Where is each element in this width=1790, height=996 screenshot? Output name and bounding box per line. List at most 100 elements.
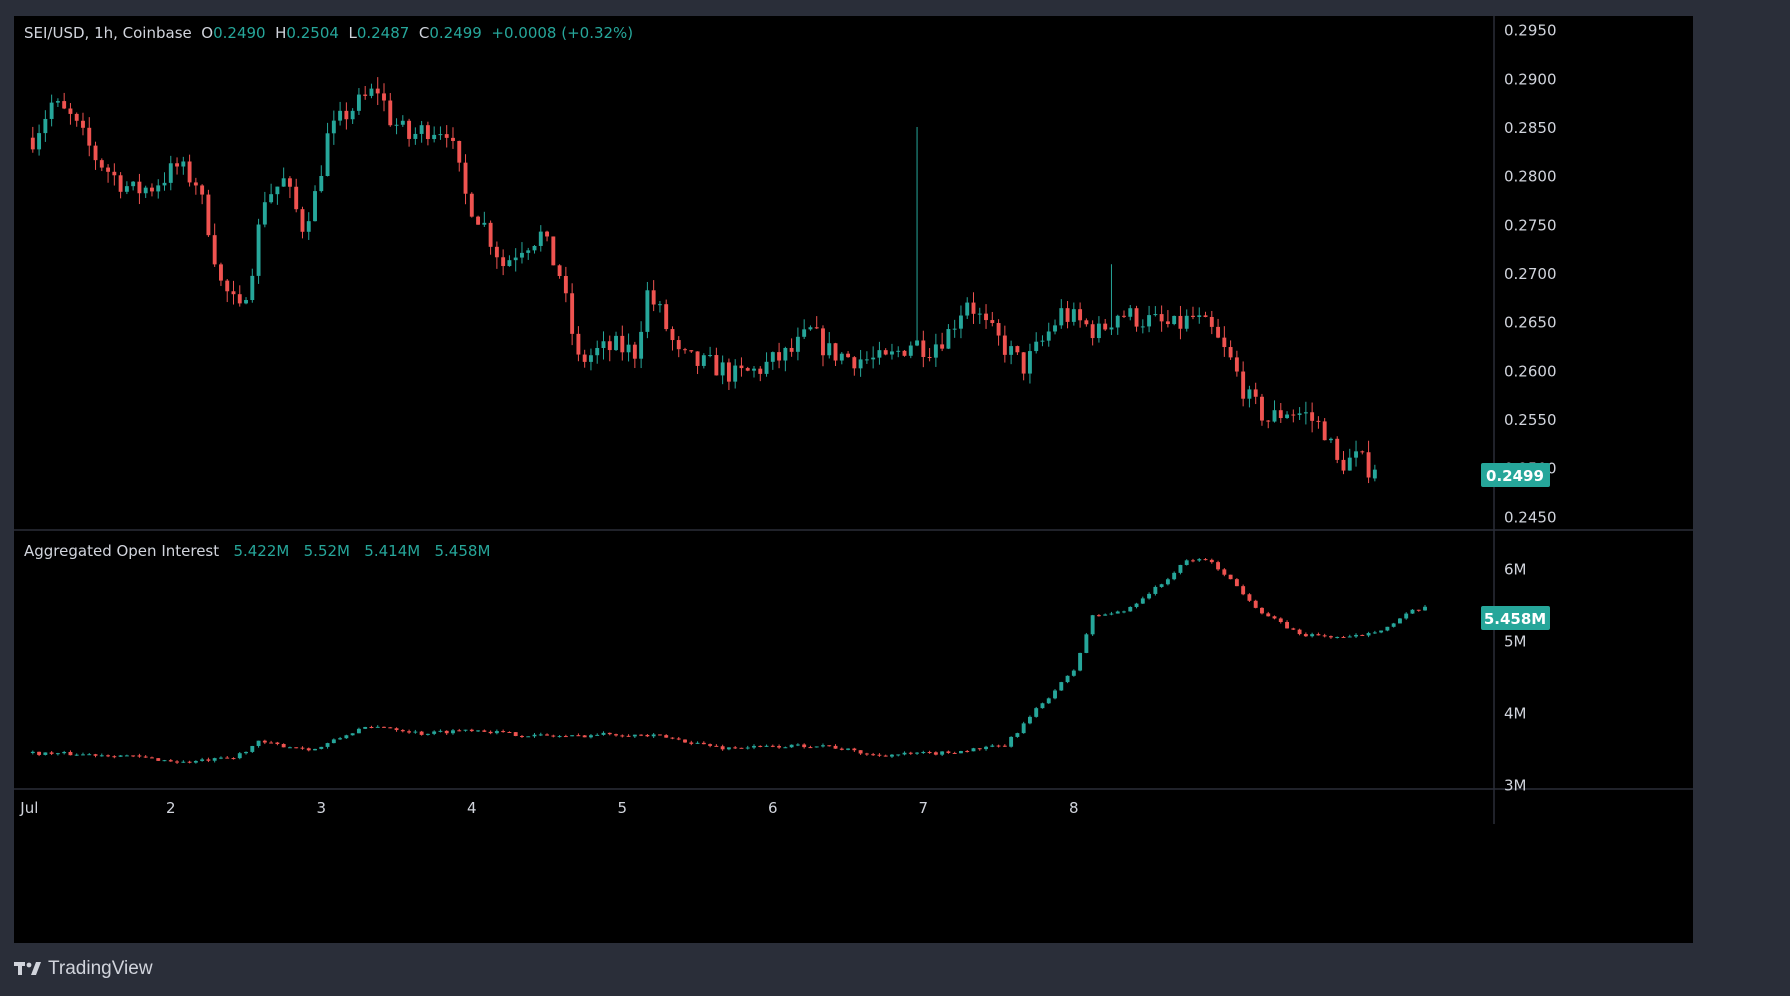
candle-body	[1310, 634, 1315, 637]
time-axis[interactable]: Jul 2 3 4 5 6 7 8	[19, 799, 1078, 817]
price-axis[interactable]: 0.2950 0.2900 0.2850 0.2800 0.2750 0.2700 0.26…	[1504, 22, 1557, 527]
candle-body	[570, 293, 575, 334]
candle-body	[1078, 309, 1083, 321]
candle-body	[1103, 323, 1108, 330]
candle-body	[338, 110, 343, 121]
candle-body	[582, 354, 587, 362]
candle-body	[1172, 572, 1177, 580]
candle-body	[269, 742, 274, 744]
oi-open-value: 5.422M	[233, 542, 290, 560]
open-value: 0.2490	[213, 24, 266, 42]
candle-body	[1272, 410, 1277, 422]
candle-body	[520, 252, 524, 258]
candle-body	[501, 257, 506, 267]
candle-body	[319, 746, 324, 749]
tradingview-branding[interactable]: TradingView	[14, 958, 153, 980]
y-tick-label: 0.2750	[1504, 216, 1557, 234]
candle-body	[187, 161, 192, 183]
candle-body	[1191, 560, 1195, 562]
candle-body	[1034, 341, 1039, 352]
y-tick-label: 0.2450	[1504, 508, 1557, 526]
y-tick-label: 5M	[1504, 633, 1527, 651]
candle-body	[651, 734, 656, 737]
candle-body	[237, 753, 242, 759]
candle-body	[777, 352, 782, 361]
candle-body	[156, 758, 161, 761]
candle-body	[821, 745, 825, 747]
candle-body	[1253, 600, 1258, 608]
candle-body	[1241, 371, 1246, 399]
candle-body	[595, 734, 600, 736]
candle-body	[1391, 623, 1396, 627]
candle-body	[444, 730, 449, 734]
candle-body	[1140, 326, 1145, 328]
candle-body	[494, 731, 499, 734]
candle-body	[1341, 636, 1346, 638]
candle-body	[1115, 611, 1120, 614]
candle-body	[1203, 559, 1208, 561]
oi-legend: Aggregated Open Interest 5.422M 5.52M 5.…	[24, 542, 490, 560]
candle-body	[764, 745, 769, 747]
candle-body	[1027, 716, 1032, 724]
candle-body	[1147, 593, 1152, 599]
candle-body	[237, 294, 242, 304]
candle-body	[639, 331, 644, 359]
candle-body	[225, 757, 230, 759]
candle-body	[231, 758, 236, 760]
candle-body	[563, 275, 568, 294]
candle-body	[657, 734, 662, 736]
oi-indicator-name[interactable]: Aggregated Open Interest	[24, 542, 220, 560]
candle-body	[425, 733, 430, 735]
candle-body	[356, 728, 361, 734]
candle-body	[1228, 574, 1233, 580]
candle-body	[369, 726, 374, 728]
candle-body	[1354, 634, 1358, 637]
candle-body	[689, 742, 694, 744]
candle-body	[1128, 308, 1133, 317]
candle-body	[676, 340, 681, 350]
candle-body	[902, 350, 907, 356]
candle-body	[852, 748, 857, 751]
candle-body	[419, 731, 424, 735]
candle-body	[93, 145, 98, 161]
candle-body	[1322, 421, 1327, 441]
candle-body	[250, 275, 255, 301]
candle-body	[770, 745, 775, 747]
candle-body	[1260, 396, 1264, 421]
candle-body	[507, 732, 512, 734]
candle-body	[676, 738, 681, 740]
candle-body	[313, 748, 317, 751]
candle-body	[394, 124, 399, 126]
candle-body	[49, 102, 54, 119]
candle-body	[1059, 308, 1064, 326]
symbol-label[interactable]: SEI/USD, 1h, Coinbase	[24, 24, 192, 42]
candle-body	[413, 731, 418, 733]
candle-body	[726, 747, 731, 750]
candle-body	[150, 757, 154, 759]
candle-body	[940, 751, 945, 755]
candle-body	[921, 752, 926, 754]
oi-candles	[30, 558, 1427, 764]
candle-body	[1027, 351, 1032, 374]
chart-svg[interactable]: 0.2950 0.2900 0.2850 0.2800 0.2750 0.2700 0.26…	[14, 16, 1693, 943]
oi-axis[interactable]: 6M 5M 4M 3M	[1504, 561, 1527, 795]
candle-body	[984, 746, 988, 750]
candle-body	[212, 235, 217, 265]
candle-body	[1128, 606, 1133, 612]
candle-body	[1234, 579, 1239, 587]
candle-body	[1053, 690, 1057, 699]
candle-body	[1228, 347, 1233, 358]
candle-body	[300, 209, 305, 232]
candle-body	[1297, 413, 1302, 415]
candle-body	[181, 761, 186, 763]
candle-body	[1103, 614, 1108, 616]
candle-body	[269, 194, 274, 203]
candle-body	[275, 186, 280, 195]
candle-body	[262, 202, 267, 225]
candle-body	[990, 320, 995, 324]
candle-body	[538, 734, 543, 736]
candle-body	[1178, 564, 1183, 573]
candle-body	[1316, 420, 1321, 422]
candle-body	[545, 734, 549, 736]
candle-body	[200, 185, 205, 195]
